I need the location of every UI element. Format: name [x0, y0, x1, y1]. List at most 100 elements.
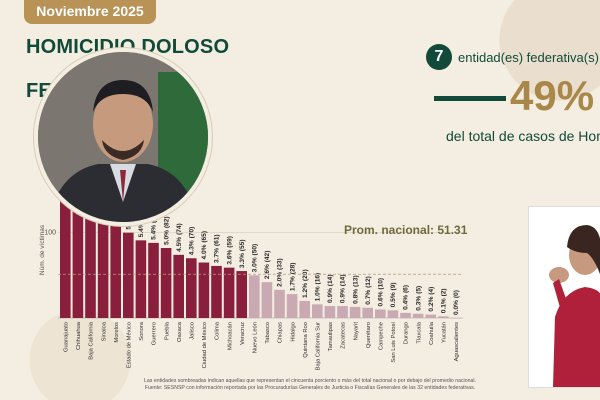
bar-28 — [412, 313, 424, 318]
footnote-line-2: Fuente: SESNSP con información reportada… — [144, 384, 476, 391]
category-label-26: San Luis Potosí — [391, 322, 397, 363]
category-label-31: Aguascalientes — [454, 322, 460, 361]
bar-4 — [110, 225, 121, 318]
bar-12 — [211, 265, 222, 318]
bar-19 — [299, 300, 310, 318]
bar-14 — [236, 271, 247, 318]
data-label-17: 2.0% (33) — [277, 258, 284, 287]
data-label-28: 0.3% (5) — [415, 286, 422, 311]
bar-11 — [198, 262, 210, 318]
data-label-12: 3.7% (61) — [214, 234, 221, 263]
data-label-26: 0.5% (9) — [390, 282, 397, 307]
data-label-30: 0.1% (2) — [441, 288, 448, 313]
data-label-15: 3.0% (50) — [252, 244, 259, 273]
bar-13 — [223, 267, 235, 318]
bar-30 — [438, 316, 449, 318]
category-label-19: Quintana Roo — [303, 322, 309, 358]
percent-value: 49% — [510, 72, 595, 119]
bar-1 — [72, 201, 84, 318]
category-label-13: Michoacán — [227, 322, 233, 350]
category-label-2: Baja California — [89, 321, 95, 359]
states-count-badge: 7 — [426, 44, 452, 70]
bar-22 — [337, 306, 348, 318]
category-label-15: Nuevo León — [253, 322, 259, 353]
category-label-20: Baja California Sur — [316, 322, 322, 370]
bar-16 — [261, 282, 273, 318]
sign-language-interpreter-video — [528, 206, 600, 388]
bar-26 — [387, 310, 399, 318]
footnote-line-1: Las entidades sombreadas indican aquella… — [144, 378, 476, 384]
bar-18 — [286, 294, 298, 318]
title-line-1: HOMICIDIO DOLOSO — [26, 36, 230, 58]
bar-27 — [400, 312, 411, 318]
data-label-29: 0.2% (4) — [428, 287, 435, 312]
date-tab: Noviembre 2025 — [24, 0, 156, 24]
category-label-30: Yucatán — [442, 322, 448, 343]
interpreter-icon — [529, 207, 600, 387]
category-label-16: Tabasco — [265, 322, 271, 344]
category-label-22: Zacatecas — [341, 322, 347, 349]
category-label-28: Tlaxcala — [416, 321, 422, 343]
category-label-8: Puebla — [164, 321, 170, 340]
bar-3 — [97, 219, 109, 318]
data-label-21: 0.9% (14) — [327, 274, 334, 303]
data-label-11: 4.0% (65) — [201, 231, 208, 260]
y-axis-label: Núm. de víctimas — [39, 224, 46, 275]
data-label-19: 1.2% (20) — [302, 269, 309, 298]
national-average-label: Prom. nacional: 51.31 — [344, 223, 468, 237]
data-label-13: 3.6% (59) — [226, 236, 233, 265]
bar-5 — [123, 232, 134, 318]
category-label-1: Chihuahua — [76, 321, 82, 350]
bar-17 — [274, 289, 285, 318]
speaker-portrait-icon — [38, 52, 208, 222]
data-label-7: 5.4% (88) — [151, 211, 158, 240]
category-label-0: Guanajuato — [64, 322, 70, 352]
footnote: Las entidades sombreadas indican aquella… — [140, 378, 480, 391]
data-label-14: 3.3% (55) — [239, 239, 246, 268]
category-label-24: Querétaro — [366, 322, 372, 348]
speaker-photo — [34, 48, 212, 226]
category-label-3: Sinaloa — [101, 321, 107, 341]
category-label-14: Veracruz — [240, 322, 246, 345]
bar-21 — [324, 306, 336, 318]
category-label-12: Colima — [215, 321, 221, 340]
bar-2 — [85, 208, 96, 318]
bar-6 — [135, 240, 147, 318]
category-label-11: Ciudad de México — [202, 322, 208, 368]
bar-23 — [349, 306, 361, 318]
y-tick-label: 100 — [44, 230, 56, 237]
category-label-7: Guerrero — [152, 322, 158, 345]
bar-24 — [362, 307, 373, 318]
bar-10 — [186, 258, 197, 318]
bar-20 — [312, 304, 323, 318]
data-label-10: 4.3% (70) — [189, 227, 196, 256]
category-label-27: Durango — [404, 322, 410, 344]
bar-8 — [160, 248, 172, 318]
category-label-18: Hidalgo — [290, 322, 296, 342]
category-label-25: Campeche — [379, 322, 385, 350]
category-label-23: Nayarit — [353, 322, 359, 341]
data-label-27: 0.4% (6) — [403, 285, 410, 310]
data-label-18: 1.7% (28) — [289, 263, 296, 292]
data-label-22: 0.9% (14) — [340, 274, 347, 303]
bar-29 — [425, 314, 436, 318]
data-label-20: 1.0% (16) — [315, 273, 322, 302]
data-label-31: 0.0% (0) — [453, 290, 460, 315]
data-label-25: 0.6% (10) — [378, 278, 385, 307]
category-label-17: Chiapas — [278, 322, 284, 343]
bar-15 — [249, 275, 260, 318]
data-label-8: 5.0% (82) — [163, 216, 170, 245]
category-label-6: Sonora — [139, 321, 145, 340]
data-label-16: 2.6% (42) — [264, 251, 271, 280]
bar-0 — [60, 188, 71, 318]
data-label-23: 0.8% (13) — [352, 275, 359, 304]
bar-25 — [375, 309, 386, 318]
data-label-24: 0.7% (12) — [365, 276, 372, 305]
category-label-21: Tamaulipas — [328, 322, 334, 351]
data-label-9: 4.5% (74) — [176, 223, 183, 252]
stat-divider — [434, 96, 506, 101]
bar-31 — [450, 318, 462, 319]
category-label-5: Estado de México — [127, 322, 133, 368]
chart-plot: Núm. de víctimas100Guanajuato8Chihuahua7… — [39, 188, 464, 370]
